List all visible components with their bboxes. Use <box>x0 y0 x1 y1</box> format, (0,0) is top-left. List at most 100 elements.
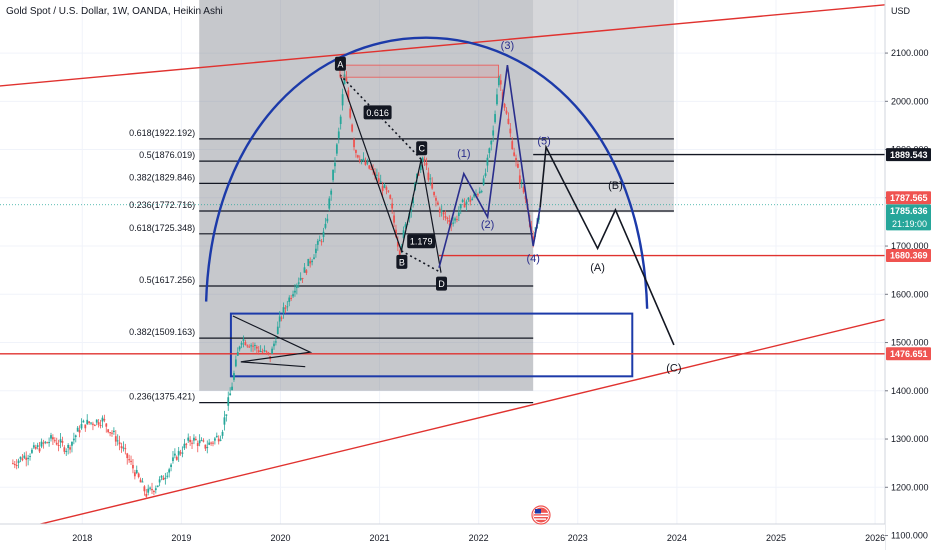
candle-body <box>160 475 163 478</box>
candle-body <box>132 464 134 469</box>
candle-body <box>402 230 405 239</box>
price-tick-label: 2000.000 <box>891 96 929 106</box>
wave-label: (5) <box>537 136 550 148</box>
candle-body <box>156 485 159 487</box>
candle-body <box>404 224 407 228</box>
price-badge-current-red: 1787.565 <box>886 191 931 205</box>
candle-body <box>452 222 455 224</box>
candle-body <box>145 493 148 497</box>
candle-body <box>454 218 456 221</box>
candle-body <box>32 445 35 448</box>
wave-label: (A) <box>590 262 605 274</box>
candle-body <box>189 439 192 443</box>
pattern-drawings[interactable] <box>232 64 675 368</box>
candle-body <box>221 431 224 436</box>
candle-body <box>105 423 108 427</box>
candle-body <box>172 457 174 462</box>
candle-body <box>532 236 535 242</box>
box-light[interactable] <box>533 0 674 213</box>
top-zone-box[interactable] <box>339 64 499 78</box>
candle-body <box>398 250 401 255</box>
candle-body <box>36 445 39 447</box>
candle-body <box>164 477 167 479</box>
candle-body <box>309 261 312 264</box>
time-tick-label: 2021 <box>370 533 390 543</box>
svg-text:1787.565: 1787.565 <box>890 193 928 203</box>
box-outline[interactable] <box>229 312 634 378</box>
candle-body <box>29 456 31 458</box>
candle-body <box>337 131 340 138</box>
candle-body <box>377 178 380 182</box>
candle-body <box>389 195 392 199</box>
price-tick-label: 1200.000 <box>891 482 929 492</box>
time-axis[interactable]: 2018 2019 2020 2021 2022 2023 2024 2025 2026 <box>0 523 885 550</box>
rounding-top-arc[interactable] <box>204 36 649 309</box>
candle-body <box>177 450 180 456</box>
trendline-2[interactable] <box>0 318 885 542</box>
candle-body <box>215 435 218 438</box>
price-tick-label: 1100.000 <box>891 531 928 541</box>
trendline-1[interactable] <box>0 4 885 89</box>
candle-body <box>162 477 165 480</box>
candle-body <box>53 440 56 442</box>
price-badges: 1889.543 1787.565 1785.636 21:19:00 1680.369… <box>886 148 931 361</box>
candle-body <box>446 217 449 219</box>
triangle-pattern[interactable] <box>232 315 313 368</box>
abcd-path[interactable] <box>339 74 442 273</box>
currency-label: USD <box>891 6 911 16</box>
candle-body <box>214 438 216 441</box>
candle-body <box>423 159 426 161</box>
projection-path[interactable] <box>539 144 675 346</box>
candle-body <box>46 442 49 444</box>
candle-body <box>517 163 519 168</box>
wave-label: (C) <box>666 362 681 374</box>
candle-body <box>107 429 110 433</box>
candle-body <box>522 187 525 193</box>
candle-body <box>355 150 357 153</box>
fib-label: 0.382(1829.846) <box>129 172 195 182</box>
price-axis[interactable]: 2100.0002000.0001900.0001800.0001700.000… <box>884 0 932 550</box>
candle-body <box>290 298 293 300</box>
box-dark[interactable] <box>199 0 534 391</box>
candle-body <box>116 440 119 442</box>
candle-body <box>173 453 176 456</box>
candle-body <box>326 218 329 222</box>
candle-body <box>488 148 491 154</box>
candle-body <box>208 442 211 445</box>
horizontal-levels[interactable] <box>0 153 885 355</box>
candle-body <box>118 442 121 445</box>
arc-line[interactable] <box>204 36 649 309</box>
candle-body <box>23 455 26 458</box>
us-flag-icon[interactable] <box>531 505 551 525</box>
elliott-wave-path[interactable] <box>438 65 541 268</box>
trendlines[interactable] <box>0 4 885 543</box>
candle-body <box>126 453 129 459</box>
candle-body <box>219 439 222 441</box>
candle-body <box>225 414 228 416</box>
candle-body <box>297 282 300 284</box>
candle-body <box>345 77 348 82</box>
svg-text:C: C <box>418 144 425 154</box>
svg-text:1680.369: 1680.369 <box>890 251 928 261</box>
candle-body <box>84 424 87 429</box>
candle-body <box>78 430 81 433</box>
candle-body <box>334 162 336 167</box>
candle-body <box>324 223 327 228</box>
candle-body <box>194 438 197 441</box>
fib-label: 0.5(1876.019) <box>139 150 195 160</box>
time-axis-bg <box>0 524 885 550</box>
candle-body <box>356 155 359 158</box>
candle-body <box>122 447 125 449</box>
candle-body <box>261 351 264 353</box>
candle-body <box>25 457 28 460</box>
candle-body <box>175 456 178 460</box>
candle-body <box>210 442 212 444</box>
candle-body <box>288 297 291 302</box>
candle-body <box>459 203 462 209</box>
candle-body <box>509 128 512 134</box>
candle-body <box>448 219 451 222</box>
candle-body <box>419 165 422 171</box>
wave-label: (B) <box>608 180 623 192</box>
candle-body <box>267 352 270 354</box>
